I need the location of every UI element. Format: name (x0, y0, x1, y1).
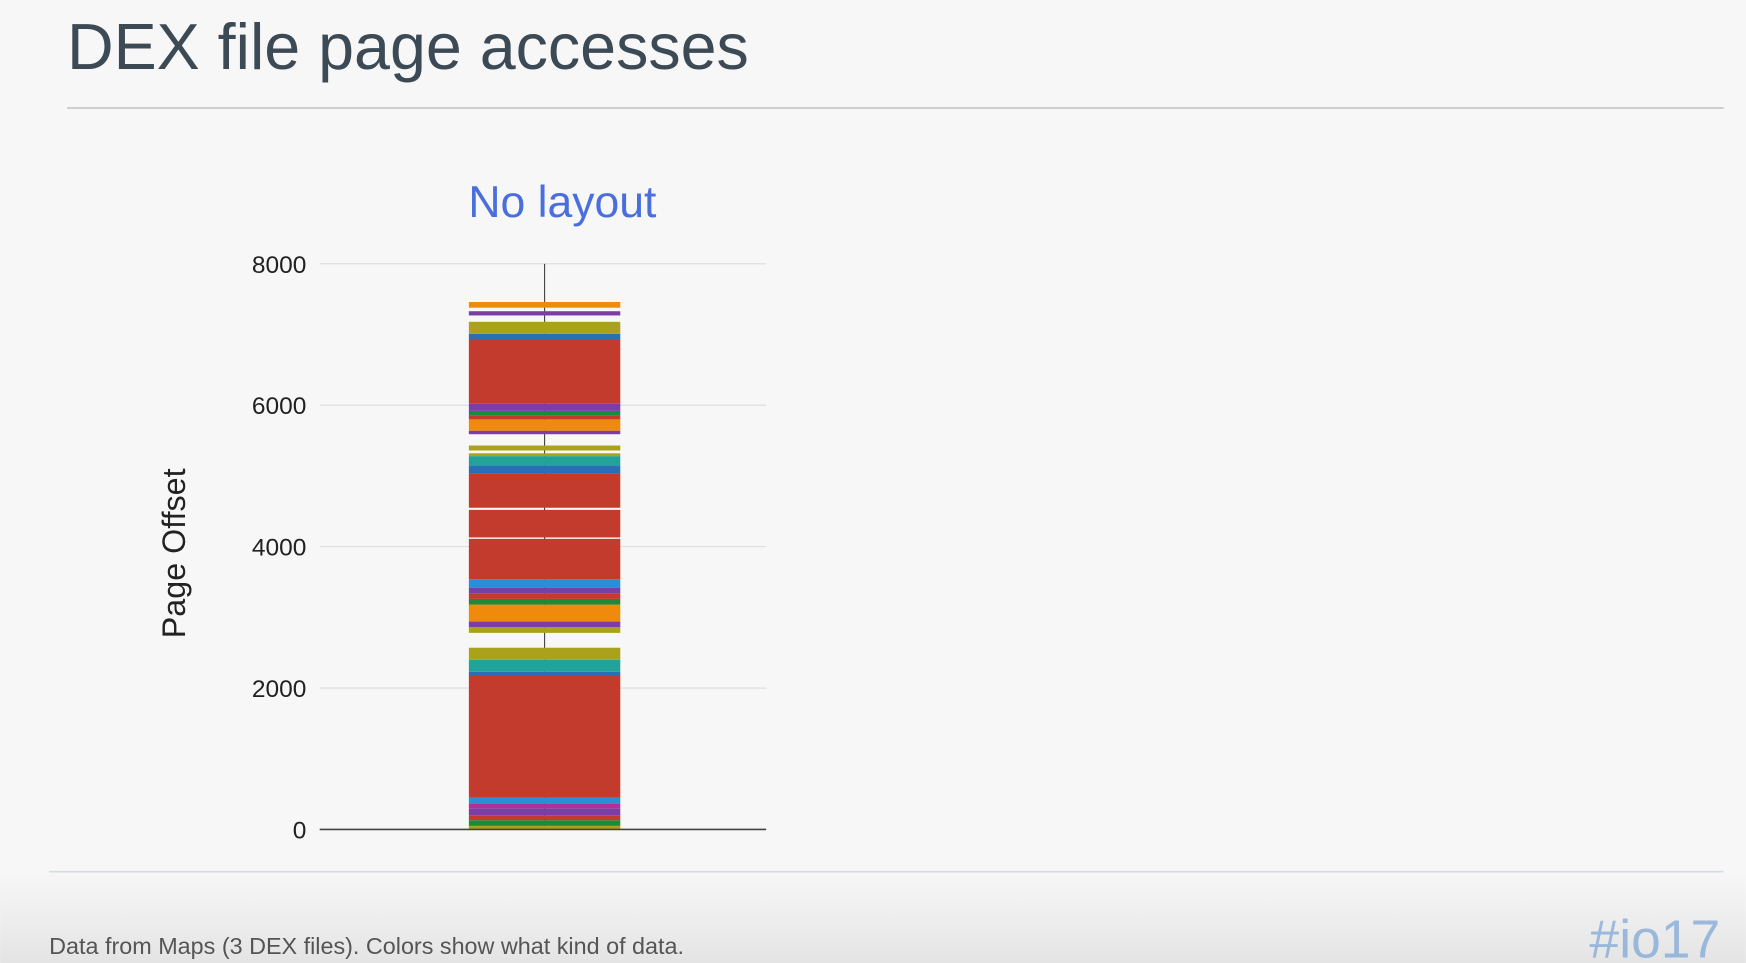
footer-note: Data from Maps (3 DEX files). Colors sho… (49, 933, 684, 959)
segment (468, 445, 621, 451)
segment (468, 671, 621, 676)
y-axis-label: Page Offset (156, 468, 192, 638)
segment (468, 538, 621, 580)
y-tick-label: 6000 (252, 393, 306, 420)
segment (468, 419, 621, 431)
segment (468, 808, 621, 816)
segment (468, 473, 621, 508)
segment (468, 825, 621, 830)
segment (468, 333, 621, 340)
segment (468, 321, 621, 334)
segment (468, 604, 621, 622)
chart-title: No layout (468, 178, 657, 227)
segment (468, 803, 621, 809)
segment (468, 647, 621, 660)
segment (468, 302, 621, 308)
segment (468, 415, 621, 420)
segment (468, 797, 621, 804)
segment (468, 509, 621, 538)
segment (468, 456, 621, 466)
segment (468, 598, 621, 605)
segment (468, 453, 621, 457)
segment (468, 587, 621, 594)
segment (468, 627, 621, 633)
y-tick-label: 0 (293, 817, 307, 844)
segment (468, 659, 621, 672)
plot: 0 2000 4000 6000 8000 (252, 252, 767, 844)
slide-title: DEX file page accesses (67, 11, 749, 83)
footer-band (0, 872, 1746, 963)
y-tick-label: 2000 (252, 676, 306, 703)
segment (468, 465, 621, 474)
segment (468, 311, 621, 316)
logo: #io17 (1589, 910, 1720, 963)
segment (468, 579, 621, 588)
segment (468, 820, 621, 826)
segment (468, 593, 621, 599)
segment (468, 430, 621, 435)
segment (468, 815, 621, 821)
y-tick-label: 4000 (252, 535, 306, 562)
segment (468, 621, 621, 628)
segment (468, 410, 621, 416)
y-tick-label: 8000 (252, 252, 306, 279)
segment (468, 339, 621, 404)
segment (468, 675, 621, 798)
segment (468, 403, 621, 411)
